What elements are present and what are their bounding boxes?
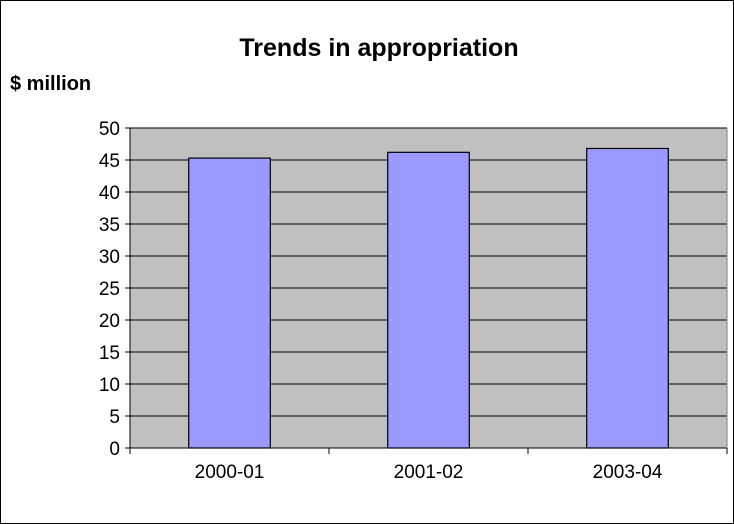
y-tick-label: 30 [99, 247, 120, 268]
y-tick-label: 0 [109, 439, 120, 460]
y-tick-label: 20 [99, 311, 120, 332]
chart-title: Trends in appropriation [239, 34, 518, 62]
y-tick-label: 5 [109, 407, 120, 428]
x-tick-label: 2001-02 [394, 462, 464, 483]
y-ticks: 0 5 10 15 20 25 30 35 40 45 50 [99, 119, 130, 460]
bar-2003-04 [586, 147, 669, 449]
x-tick-label: 2000-01 [195, 462, 265, 483]
bars [188, 147, 669, 449]
bar-2000-01 [188, 157, 271, 449]
x-tick-label: 2003-04 [593, 462, 663, 483]
y-tick-label: 15 [99, 343, 120, 364]
y-tick-label: 25 [99, 279, 120, 300]
y-tick-label: 40 [99, 183, 120, 204]
x-ticks: 2000-01 2001-02 2003-04 [129, 448, 728, 483]
y-tick-label: 50 [99, 119, 120, 140]
y-axis-label: $ million [10, 73, 91, 95]
y-tick-label: 10 [99, 375, 120, 396]
y-tick-label: 45 [99, 151, 120, 172]
y-tick-label: 35 [99, 215, 120, 236]
bar-2001-02 [387, 151, 470, 449]
